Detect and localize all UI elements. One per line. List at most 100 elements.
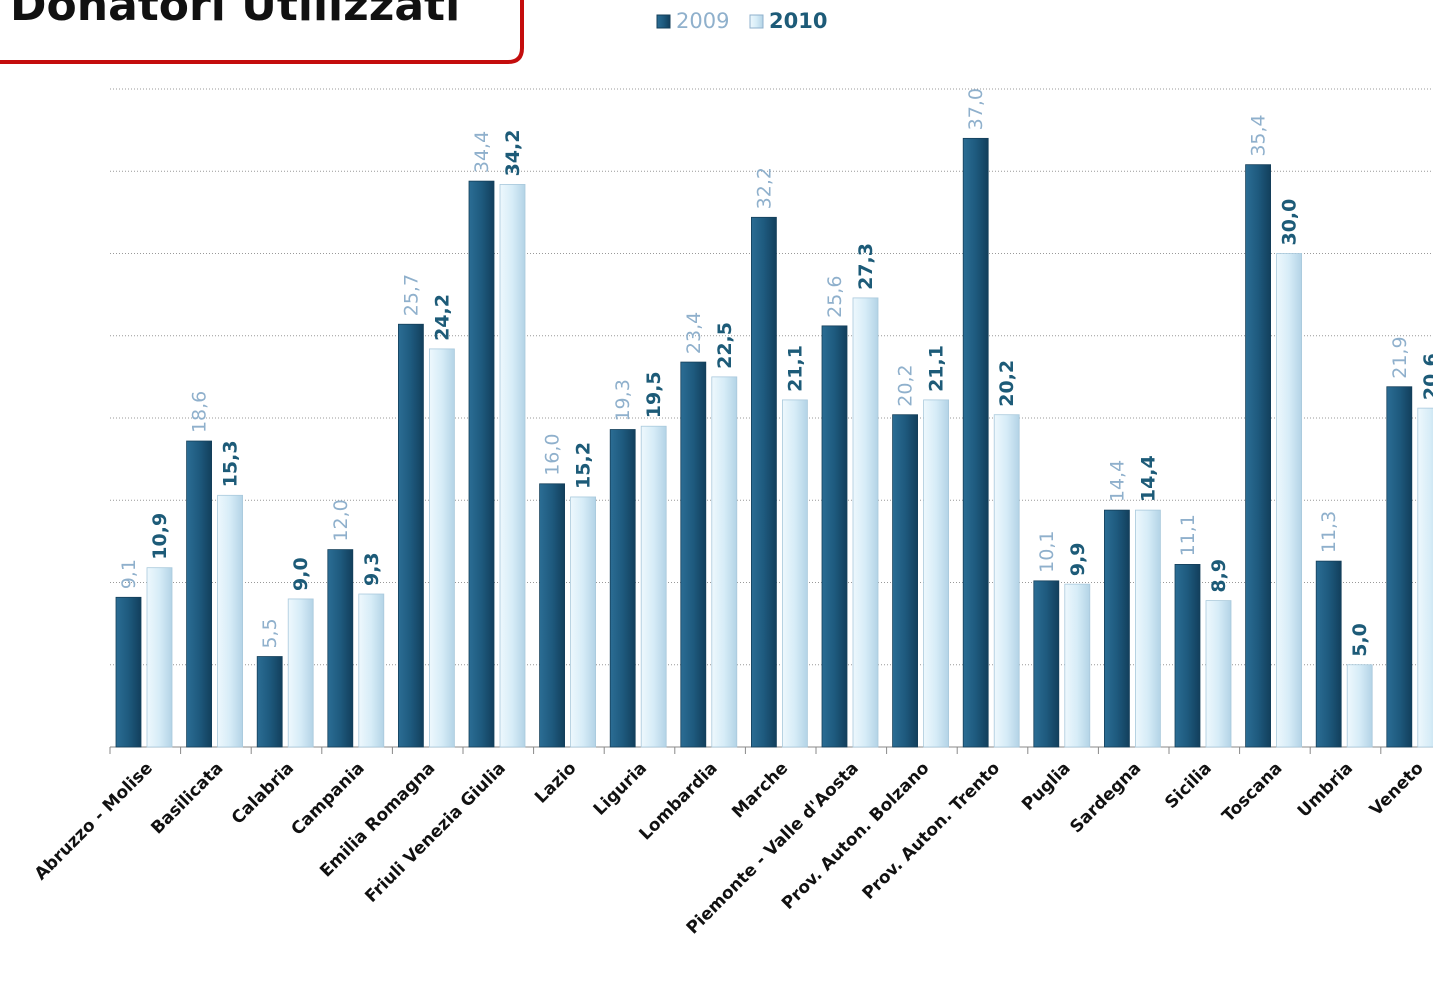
data-label: 10,9	[149, 513, 171, 560]
bar	[327, 549, 354, 748]
data-label: 32,2	[753, 167, 775, 209]
bar	[186, 440, 213, 748]
bar	[1346, 664, 1373, 748]
data-label: 25,6	[824, 276, 846, 318]
bar	[397, 323, 424, 748]
x-tick-label: Basilicata	[147, 758, 227, 838]
data-label: 5,0	[1349, 623, 1371, 657]
bar	[428, 348, 455, 748]
x-tick-label: Puglia	[1018, 758, 1074, 814]
data-label: 18,6	[189, 391, 211, 433]
x-tick-label: Sicilia	[1161, 758, 1216, 813]
data-label: 15,2	[573, 442, 595, 489]
data-label: 10,1	[1036, 531, 1058, 573]
bar	[1386, 386, 1413, 748]
bar	[1205, 600, 1232, 748]
data-label: 27,3	[855, 243, 877, 290]
bar	[640, 425, 667, 748]
x-tick-label: Lazio	[531, 758, 580, 807]
bar	[852, 297, 879, 748]
data-label: 24,2	[431, 294, 453, 341]
data-label: 20,2	[895, 364, 917, 406]
bar	[821, 325, 848, 748]
data-label: 9,9	[1067, 542, 1089, 576]
chart-title: Donatori Utilizzati	[10, 0, 460, 31]
bar	[1135, 509, 1161, 748]
data-label: 11,1	[1177, 514, 1199, 556]
data-label: 20,2	[996, 360, 1018, 407]
data-label: 14,4	[1106, 460, 1128, 502]
bar	[115, 596, 142, 748]
bar	[539, 483, 565, 748]
legend-label: 2009	[676, 9, 729, 33]
x-tick-label: Friuli Venezia Giulia	[361, 758, 509, 906]
bar	[1104, 509, 1130, 748]
data-label: 12,0	[330, 499, 352, 541]
data-label: 21,1	[784, 345, 806, 392]
bar	[923, 399, 949, 748]
data-label: 5,5	[259, 618, 281, 648]
x-tick-label: Liguria	[590, 758, 651, 819]
bar	[1315, 560, 1342, 748]
data-label: 22,5	[714, 322, 736, 369]
data-label: 16,0	[542, 433, 564, 475]
bar	[1417, 407, 1433, 748]
data-label: 14,4	[1137, 455, 1159, 502]
data-label: 30,0	[1279, 199, 1301, 246]
data-label: 37,0	[965, 88, 987, 130]
bar	[570, 496, 596, 748]
data-label: 34,4	[471, 131, 493, 173]
legend: 2009 2010	[656, 9, 827, 33]
data-label: 11,3	[1318, 511, 1340, 553]
x-tick-label: Umbria	[1294, 758, 1357, 821]
bar	[751, 216, 777, 748]
bar	[217, 494, 244, 748]
title-frame	[0, 0, 524, 64]
bar	[892, 414, 918, 748]
data-label: 20,6	[1420, 353, 1433, 400]
data-label: 21,1	[926, 345, 948, 392]
legend-label: 2010	[769, 9, 827, 33]
bar	[287, 598, 314, 748]
data-label: 8,9	[1208, 559, 1230, 593]
data-label: 34,2	[502, 130, 524, 177]
x-tick-label: Sardegna	[1066, 758, 1145, 837]
data-label: 25,7	[400, 274, 422, 316]
bar	[499, 184, 526, 748]
data-label: 9,3	[361, 552, 383, 586]
bar	[146, 567, 173, 748]
x-tick-label: Calabria	[228, 758, 298, 828]
bar	[962, 137, 989, 748]
bar	[993, 414, 1020, 748]
bar	[1033, 580, 1060, 748]
bar	[1064, 583, 1091, 748]
data-label: 23,4	[683, 312, 705, 354]
bar	[680, 361, 707, 748]
x-tick-label: Toscana	[1218, 758, 1286, 826]
bar	[256, 656, 283, 748]
bar	[711, 376, 738, 748]
data-label: 9,1	[118, 559, 140, 589]
data-label: 15,3	[220, 440, 242, 487]
x-tick-label: Veneto	[1366, 758, 1428, 820]
x-tick-label: Marche	[728, 758, 792, 822]
data-label: 9,0	[290, 557, 312, 591]
data-label: 19,5	[643, 371, 665, 418]
data-label: 35,4	[1248, 114, 1270, 156]
bar	[1276, 253, 1302, 748]
bar	[468, 180, 495, 748]
data-label: 19,3	[612, 379, 634, 421]
x-tick-label: Prov. Auton. Trento	[859, 758, 1004, 903]
legend-swatch	[656, 14, 671, 29]
bar	[1174, 564, 1201, 748]
x-tick-label: Prov. Auton. Bolzano	[778, 758, 933, 913]
data-label: 21,9	[1389, 336, 1411, 378]
bar	[782, 399, 808, 748]
legend-swatch	[749, 14, 764, 29]
bar	[1245, 164, 1271, 748]
x-tick-label: Abruzzo - Molise	[31, 758, 157, 884]
bar	[358, 593, 385, 748]
bar	[609, 429, 636, 748]
